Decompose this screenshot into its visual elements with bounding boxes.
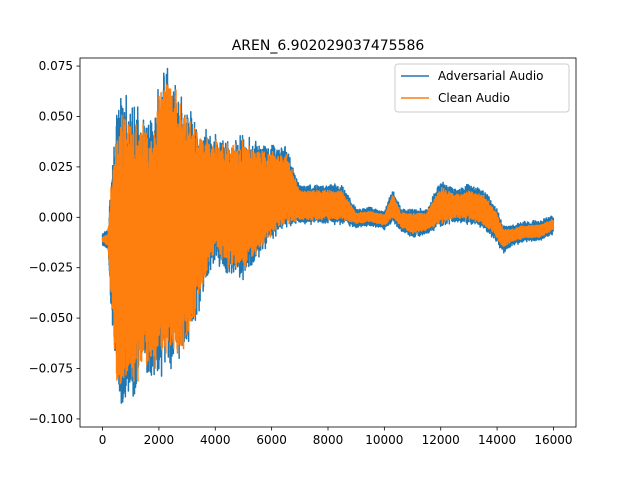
x-tick-label: 14000 (478, 433, 516, 447)
y-tick-label: −0.075 (29, 362, 73, 376)
y-tick-label: −0.025 (29, 261, 73, 275)
x-tick-label: 8000 (313, 433, 344, 447)
y-tick-label: 0.050 (39, 109, 73, 123)
axes: 0 2000 4000 6000 8000 10000 12000 14000 16000 −0.… (29, 57, 577, 447)
x-tick-label: 4000 (200, 433, 231, 447)
series-line-clean-audio (101, 83, 555, 385)
y-tick-label: −0.050 (29, 311, 73, 325)
y-tick-label: 0.000 (39, 210, 73, 224)
x-tick-label: 2000 (144, 433, 175, 447)
legend-box (394, 63, 570, 113)
y-tick-label: 0.075 (39, 59, 73, 73)
x-tick-label: 6000 (256, 433, 287, 447)
x-tick-label: 0 (99, 433, 107, 447)
legend: Adversarial Audio Clean Audio (394, 63, 570, 113)
x-tick-label: 16000 (534, 433, 572, 447)
y-tick-label: −0.100 (29, 412, 73, 426)
plot-area (101, 67, 555, 404)
x-tick-label: 12000 (422, 433, 460, 447)
legend-label-adversarial-audio: Adversarial Audio (438, 69, 544, 83)
x-tick-label: 10000 (365, 433, 403, 447)
chart-title: AREN_6.902029037475586 (232, 38, 425, 54)
legend-label-clean-audio: Clean Audio (438, 91, 510, 105)
y-tick-label: 0.025 (39, 160, 73, 174)
